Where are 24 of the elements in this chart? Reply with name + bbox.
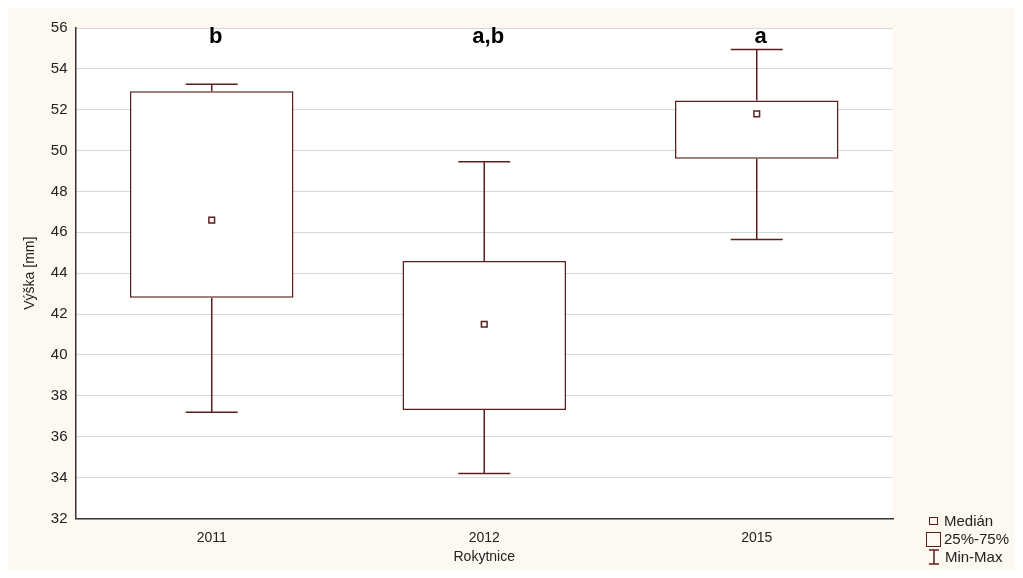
- text: Min-Max: [944, 548, 1003, 566]
- y-tick-label: 38: [50, 385, 68, 403]
- y-tick-label: 36: [50, 426, 68, 444]
- x-axis-title: Rokytnice: [453, 548, 516, 565]
- x-tick-label: 2011: [196, 528, 227, 545]
- y-tick-label: 56: [50, 18, 68, 36]
- x-tick-label: 2012: [468, 528, 501, 545]
- annotation: b: [209, 23, 223, 49]
- y-tick-label: 46: [50, 222, 68, 240]
- y-tick-label: 54: [50, 59, 68, 77]
- y-tick-label: 32: [50, 508, 68, 526]
- y-axis-title: Výška [mm]: [21, 236, 38, 310]
- y-tick-label: 44: [50, 263, 68, 281]
- y-tick-label: 34: [50, 467, 68, 485]
- annotation: a: [754, 23, 768, 49]
- y-tick-label: 42: [50, 304, 68, 322]
- y-tick-label: 50: [50, 140, 68, 158]
- x-tick-label: 2015: [741, 528, 773, 545]
- annotation: a,b: [472, 23, 505, 49]
- y-tick-label: 52: [50, 99, 68, 117]
- y-tick-label: 40: [50, 345, 68, 363]
- y-tick-label: 48: [50, 181, 68, 199]
- text: Medián: [943, 512, 994, 530]
- text: 25%-75%: [943, 530, 1009, 548]
